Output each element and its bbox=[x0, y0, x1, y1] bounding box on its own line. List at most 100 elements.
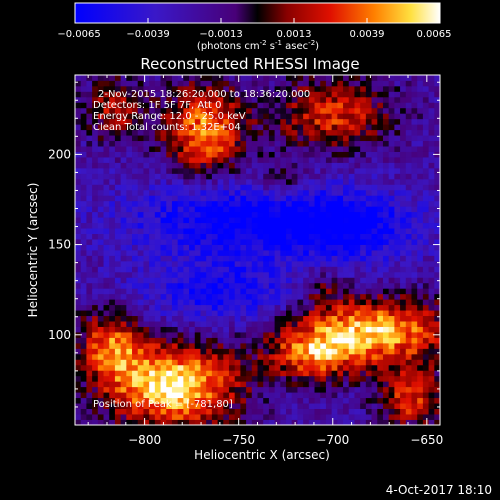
heatmap-pixel bbox=[434, 129, 441, 136]
heatmap-pixel bbox=[348, 342, 355, 349]
heatmap-pixel bbox=[308, 419, 315, 426]
heatmap-pixel bbox=[320, 244, 327, 251]
heatmap-pixel bbox=[92, 342, 99, 349]
heatmap-pixel bbox=[360, 217, 367, 224]
heatmap-pixel bbox=[268, 288, 276, 295]
heatmap-pixel bbox=[417, 80, 424, 87]
heatmap-pixel bbox=[114, 178, 122, 185]
heatmap-pixel bbox=[211, 348, 218, 355]
heatmap-pixel bbox=[234, 107, 241, 114]
heatmap-pixel bbox=[320, 310, 327, 317]
heatmap-pixel bbox=[228, 107, 236, 114]
heatmap-pixel bbox=[382, 102, 390, 109]
heatmap-pixel bbox=[211, 414, 218, 420]
heatmap-pixel bbox=[377, 370, 384, 377]
heatmap-pixel bbox=[240, 195, 247, 202]
heatmap-pixel bbox=[348, 359, 355, 366]
heatmap-pixel bbox=[171, 189, 179, 196]
heatmap-pixel bbox=[382, 326, 390, 333]
heatmap-pixel bbox=[257, 167, 264, 174]
heatmap-pixel bbox=[303, 140, 310, 147]
heatmap-pixel bbox=[154, 392, 161, 399]
heatmap-pixel bbox=[80, 195, 87, 202]
heatmap-pixel bbox=[297, 195, 304, 202]
heatmap-pixel bbox=[211, 381, 218, 388]
heatmap-pixel bbox=[126, 228, 133, 234]
heatmap-pixel bbox=[428, 414, 435, 420]
heatmap-pixel bbox=[75, 206, 82, 213]
heatmap-pixel bbox=[337, 211, 344, 218]
heatmap-pixel bbox=[257, 113, 264, 120]
heatmap-pixel bbox=[217, 222, 224, 229]
heatmap-pixel bbox=[75, 392, 82, 399]
heatmap-pixel bbox=[223, 184, 230, 191]
heatmap-pixel bbox=[257, 315, 264, 322]
heatmap-pixel bbox=[206, 239, 213, 245]
heatmap-pixel bbox=[154, 244, 161, 251]
heatmap-pixel bbox=[92, 271, 99, 278]
heatmap-pixel bbox=[194, 293, 201, 300]
heatmap-pixel bbox=[400, 102, 407, 109]
heatmap-pixel bbox=[377, 326, 384, 333]
colorbar-gradient bbox=[75, 3, 440, 23]
heatmap-pixel bbox=[228, 414, 236, 420]
heatmap-pixel bbox=[97, 326, 104, 333]
heatmap-pixel bbox=[286, 75, 293, 81]
heatmap-pixel bbox=[109, 217, 116, 224]
heatmap-pixel bbox=[97, 162, 104, 169]
heatmap-pixel bbox=[132, 260, 139, 267]
heatmap-pixel bbox=[303, 80, 310, 87]
heatmap-pixel bbox=[314, 299, 321, 306]
heatmap-pixel bbox=[132, 342, 139, 349]
heatmap-pixel bbox=[337, 414, 344, 420]
heatmap-pixel bbox=[251, 310, 258, 317]
heatmap-pixel bbox=[166, 233, 173, 240]
heatmap-pixel bbox=[360, 195, 367, 202]
heatmap-pixel bbox=[314, 102, 321, 109]
heatmap-pixel bbox=[331, 375, 338, 382]
heatmap-pixel bbox=[200, 118, 207, 125]
heatmap-pixel bbox=[120, 151, 127, 158]
heatmap-pixel bbox=[337, 244, 344, 251]
heatmap-pixel bbox=[183, 359, 190, 366]
heatmap-pixel bbox=[377, 332, 384, 338]
y-tick-label: 200 bbox=[48, 147, 71, 161]
heatmap-pixel bbox=[149, 211, 156, 218]
heatmap-pixel bbox=[268, 146, 276, 152]
heatmap-pixel bbox=[149, 299, 156, 306]
heatmap-pixel bbox=[137, 348, 144, 355]
heatmap-pixel bbox=[200, 304, 207, 311]
heatmap-pixel bbox=[86, 370, 93, 377]
heatmap-pixel bbox=[177, 222, 184, 229]
heatmap-pixel bbox=[377, 167, 384, 174]
heatmap-pixel bbox=[200, 113, 207, 120]
heatmap-pixel bbox=[405, 348, 412, 355]
heatmap-pixel bbox=[228, 403, 236, 409]
heatmap-pixel bbox=[137, 135, 144, 142]
heatmap-pixel bbox=[371, 118, 378, 125]
heatmap-pixel bbox=[325, 403, 333, 409]
heatmap-pixel bbox=[388, 293, 395, 300]
heatmap-pixel bbox=[86, 288, 93, 295]
heatmap-pixel bbox=[400, 244, 407, 251]
heatmap-pixel bbox=[280, 75, 287, 81]
heatmap-pixel bbox=[308, 255, 315, 262]
heatmap-pixel bbox=[331, 233, 338, 240]
heatmap-pixel bbox=[297, 217, 304, 224]
heatmap-pixel bbox=[143, 321, 150, 327]
heatmap-pixel bbox=[86, 195, 93, 202]
heatmap-pixel bbox=[154, 326, 161, 333]
heatmap-pixel bbox=[337, 277, 344, 284]
heatmap-pixel bbox=[394, 326, 401, 333]
heatmap-pixel bbox=[194, 414, 201, 420]
heatmap-pixel bbox=[171, 184, 179, 191]
heatmap-pixel bbox=[160, 288, 167, 295]
heatmap-pixel bbox=[120, 178, 127, 185]
heatmap-pixel bbox=[92, 178, 99, 185]
heatmap-pixel bbox=[126, 414, 133, 420]
heatmap-pixel bbox=[422, 342, 429, 349]
heatmap-pixel bbox=[75, 91, 82, 98]
heatmap-pixel bbox=[394, 353, 401, 360]
heatmap-pixel bbox=[109, 293, 116, 300]
heatmap-pixel bbox=[166, 118, 173, 125]
